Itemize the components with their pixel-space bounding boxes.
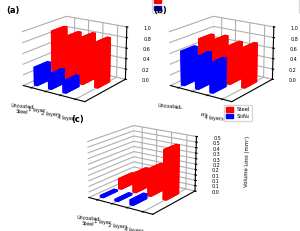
Text: (a): (a)	[7, 6, 20, 15]
Legend: Steel, Si₃N₄: Steel, Si₃N₄	[299, 0, 300, 13]
Legend: Steel, Si₃N₄: Steel, Si₃N₄	[224, 105, 253, 121]
Text: (c): (c)	[71, 115, 84, 124]
Legend: Steel, Si₃N₄: Steel, Si₃N₄	[152, 0, 181, 13]
Text: (b): (b)	[154, 6, 167, 15]
